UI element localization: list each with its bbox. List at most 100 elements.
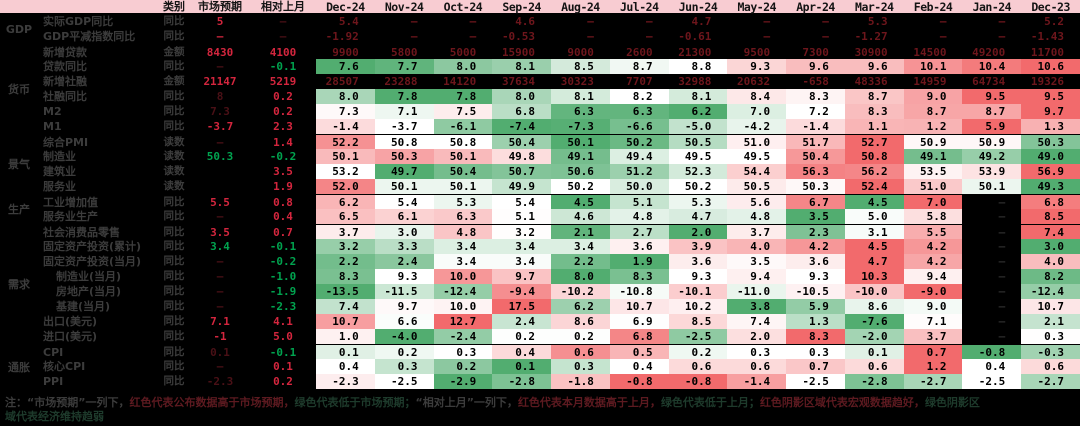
data-cell: 10.1 xyxy=(903,59,963,74)
data-cell: 1.1 xyxy=(844,119,904,134)
data-cell: 50.1 xyxy=(551,134,610,150)
data-cell: 7.2 xyxy=(786,104,845,119)
data-cell: 9.5 xyxy=(962,89,1022,104)
data-cell: 8.0 xyxy=(316,89,375,104)
row-type: 同比 xyxy=(163,360,185,372)
expect-value: 7.3 xyxy=(210,105,230,118)
data-cell: -1.4 xyxy=(786,119,845,134)
mom-value: 0.2 xyxy=(273,105,293,118)
data-cell: 7.8 xyxy=(374,89,434,104)
row-type: 同比 xyxy=(163,315,185,327)
table-row: 建筑业 读数 3.5 53.2 49.7 50.4 50.7 50.6 51.2 52.3 54.4… xyxy=(0,164,1080,179)
data-cell: — xyxy=(587,30,594,43)
data-cell: 19326 xyxy=(1030,75,1064,88)
footnote-line-2: 域代表经济维持趋弱 xyxy=(5,410,1075,424)
data-cell: — xyxy=(822,30,829,43)
expect-value: — xyxy=(216,60,224,73)
data-cell: 0.1 xyxy=(492,359,552,374)
data-cell: 50.1 xyxy=(962,179,1022,194)
header-month-Aug-24: Aug-24 xyxy=(561,0,600,14)
row-type: 读数 xyxy=(163,165,185,177)
mom-value: 0.4 xyxy=(273,210,293,223)
data-cell: 8.7 xyxy=(962,104,1022,119)
row-type: 金额 xyxy=(163,45,185,58)
row-type: 同比 xyxy=(163,285,185,297)
data-cell: 5.3 xyxy=(433,194,493,210)
data-cell: 5.3 xyxy=(867,15,888,28)
data-cell: 0.3 xyxy=(551,359,610,374)
category-label: 通胀 xyxy=(8,360,30,374)
data-cell: 50.2 xyxy=(668,179,728,194)
data-cell: 2600 xyxy=(626,45,653,59)
category-label: GDP xyxy=(5,22,33,36)
data-cell: 9500 xyxy=(743,45,771,59)
row-label: 社融同比 xyxy=(43,90,87,103)
category-label: 生产 xyxy=(8,203,30,216)
data-cell: 0.7 xyxy=(786,359,845,374)
data-cell: -10.8 xyxy=(609,284,669,299)
data-cell: — xyxy=(410,15,418,28)
data-cell: — xyxy=(998,15,1006,28)
table-header-row: 类别 市场预期 相对上月 Dec-24 Nov-24 Oct-24 Sep-24 Aug-24… xyxy=(0,0,1080,14)
row-type: 读数 xyxy=(163,135,185,148)
data-cell: 17.5 xyxy=(492,299,552,314)
data-cell: — xyxy=(998,270,1006,283)
data-cell: 9.6 xyxy=(786,59,845,74)
mom-value: — xyxy=(279,30,287,43)
mom-value: 4100 xyxy=(269,45,297,59)
data-cell: 3.4 xyxy=(492,254,552,269)
header-month-Dec-24: Dec-24 xyxy=(326,0,365,14)
data-cell: 49.1 xyxy=(551,149,610,164)
table-row: 贷款同比 同比 — -0.1 7.6 7.7 8.0 8.1 8.5 8.7 8.8 9.3 9.6 9.… xyxy=(0,59,1080,74)
data-cell: 4.6 xyxy=(551,209,610,224)
data-cell: 32988 xyxy=(678,75,712,88)
table-row: 基建(当月) 同比 — -2.3 7.4 9.7 10.0 17.5 6.2 10.7 10.2 3.… xyxy=(0,299,1080,314)
data-cell: -2.4 xyxy=(433,329,493,344)
data-cell: — xyxy=(998,315,1006,328)
header-month-Jan-24: Jan-24 xyxy=(972,0,1012,14)
data-cell: 6.5 xyxy=(316,209,375,224)
data-cell: 8.3 xyxy=(786,89,845,104)
footnote-segment: 绿色阴影区 xyxy=(924,396,980,409)
data-cell: 3.0 xyxy=(374,224,434,240)
data-cell: 49.4 xyxy=(609,149,669,164)
data-cell: 0.4 xyxy=(609,359,669,374)
data-cell: 10.2 xyxy=(668,299,728,314)
row-label: 固定资产投资(当月) xyxy=(43,255,142,268)
header-month-Jul-24: Jul-24 xyxy=(619,0,659,14)
data-cell: 20632 xyxy=(737,75,771,88)
data-cell: 2.4 xyxy=(492,314,552,329)
data-cell: 50.1 xyxy=(316,149,375,164)
data-cell: 3.6 xyxy=(609,239,669,254)
data-cell: 8.5 xyxy=(551,59,610,74)
data-cell: 0.7 xyxy=(903,344,963,360)
row-label: 综合PMI xyxy=(43,135,89,149)
row-type: 同比 xyxy=(163,270,185,282)
row-type: 同比 xyxy=(163,15,185,27)
data-cell: 50.9 xyxy=(903,134,963,150)
data-cell: 5.5 xyxy=(903,224,963,240)
data-cell: 49.9 xyxy=(492,179,552,194)
data-cell: 8.1 xyxy=(492,59,552,74)
mom-value: 3.5 xyxy=(273,165,293,178)
row-type: 同比 xyxy=(163,240,185,252)
data-cell: 6.2 xyxy=(316,194,375,210)
data-cell: 50.3 xyxy=(1021,134,1080,150)
data-cell: 0.2 xyxy=(668,344,728,360)
row-label: 新增社融 xyxy=(43,75,87,88)
table-row: 社融同比 同比 8 0.2 8.0 7.8 7.8 8.0 8.1 8.2 8.1 8.4 8.3 8.7… xyxy=(0,89,1080,104)
data-cell: 8.3 xyxy=(316,269,375,284)
row-type: 读数 xyxy=(163,150,185,162)
data-cell: -4.2 xyxy=(727,119,787,134)
table-row: 出口(美元) 同比 7.1 4.1 10.7 6.6 12.7 2.4 8.6 6.9 8.5 7.4… xyxy=(0,314,1080,329)
data-cell: 14500 xyxy=(913,45,947,59)
table-row: CPI 同比 0.1 -0.1 0.1 0.2 0.3 0.4 0.6 0.5 0.2 0.3 0.3 0… xyxy=(0,344,1080,360)
data-cell: 7300 xyxy=(802,45,829,59)
data-cell: 37634 xyxy=(501,75,536,88)
data-cell: 4.7 xyxy=(844,254,904,269)
data-cell: 50.1 xyxy=(433,149,493,164)
row-label: 房地产(当月) xyxy=(56,285,122,298)
data-cell: 6.8 xyxy=(1021,194,1080,210)
expect-value: 0.1 xyxy=(210,345,230,359)
expect-value: 50.3 xyxy=(206,150,234,163)
